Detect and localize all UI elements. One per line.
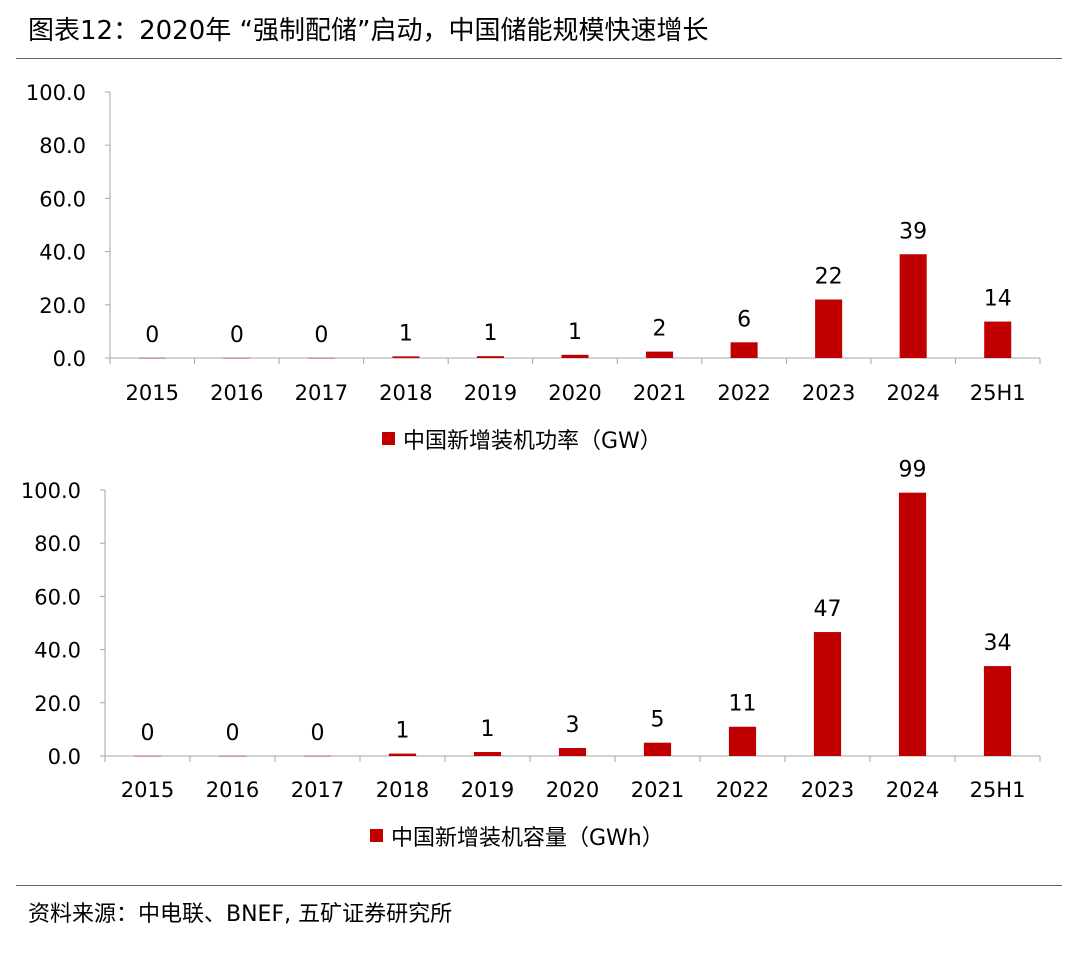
- x-tick-label-2017: 2017: [295, 381, 348, 405]
- x-tick-label-2022: 2022: [717, 381, 770, 405]
- bar-2018: [392, 356, 420, 358]
- x-tick-label-2016: 2016: [210, 381, 263, 405]
- x-tick-label-2024: 2024: [886, 778, 939, 802]
- x-tick-label-2015: 2015: [126, 381, 179, 405]
- y-tick-label: 40.0: [34, 639, 81, 663]
- y-tick-label: 0.0: [48, 745, 81, 769]
- x-tick-label-2021: 2021: [633, 381, 686, 405]
- data-label-2016: 0: [230, 323, 244, 348]
- bar-2022: [730, 342, 758, 358]
- data-label-2024: 99: [899, 458, 927, 483]
- x-tick-label-2021: 2021: [631, 778, 684, 802]
- y-tick-label: 60.0: [39, 187, 86, 211]
- source-note: 资料来源：中电联、BNEF, 五矿证券研究所: [28, 902, 453, 927]
- x-tick-label-2016: 2016: [206, 778, 259, 802]
- bar-2017: [303, 755, 332, 757]
- data-label-2022: 11: [729, 692, 757, 717]
- x-tick-label-25H1: 25H1: [970, 381, 1026, 405]
- data-label-2020: 3: [566, 713, 580, 738]
- y-tick-label: 20.0: [34, 692, 81, 716]
- bar-2024: [899, 254, 927, 358]
- x-tick-label-2023: 2023: [802, 381, 855, 405]
- data-label-2017: 0: [314, 323, 328, 348]
- data-label-2016: 0: [226, 721, 240, 746]
- data-label-2018: 1: [396, 719, 410, 744]
- bar-2016: [223, 357, 251, 359]
- bar-2024: [898, 492, 927, 756]
- data-label-2023: 22: [815, 264, 843, 289]
- data-label-2021: 2: [653, 317, 667, 342]
- bar-2022: [728, 726, 757, 756]
- bar-2020: [561, 354, 589, 358]
- legend-label: 中国新增装机功率（GW）: [403, 429, 662, 454]
- bar-2019: [473, 752, 502, 756]
- legend-swatch: [382, 432, 395, 445]
- bar-2021: [643, 742, 672, 756]
- data-label-2015: 0: [141, 721, 155, 746]
- data-label-2018: 1: [399, 321, 413, 346]
- bar-2021: [646, 351, 674, 358]
- bar-25H1: [983, 666, 1012, 756]
- y-tick-label: 100.0: [26, 81, 86, 105]
- bar-2019: [476, 356, 504, 358]
- figure-title: 图表12：2020年 “强制配储”启动，中国储能规模快速增长: [28, 16, 709, 46]
- source-rule: [16, 885, 1062, 886]
- y-tick-label: 40.0: [39, 241, 86, 265]
- x-tick-label-2019: 2019: [461, 778, 514, 802]
- legend-swatch: [370, 829, 383, 842]
- bar-2018: [388, 753, 417, 756]
- bar-2016: [218, 755, 247, 757]
- y-tick-label: 100.0: [21, 479, 81, 503]
- y-tick-label: 0.0: [53, 347, 86, 371]
- legend-label: 中国新增装机容量（GWh）: [391, 826, 664, 851]
- y-tick-label: 80.0: [39, 134, 86, 158]
- data-label-2020: 1: [568, 320, 582, 345]
- data-label-2021: 5: [651, 708, 665, 733]
- data-label-25H1: 34: [984, 631, 1012, 656]
- x-tick-label-2023: 2023: [801, 778, 854, 802]
- data-label-2024: 39: [899, 219, 927, 244]
- y-tick-label: 20.0: [39, 294, 86, 318]
- data-label-25H1: 14: [984, 287, 1012, 312]
- x-tick-label-2022: 2022: [716, 778, 769, 802]
- bar-2015: [138, 357, 166, 359]
- data-label-2019: 1: [481, 717, 495, 742]
- x-tick-label-2018: 2018: [379, 381, 432, 405]
- x-tick-label-2020: 2020: [546, 778, 599, 802]
- bar-2023: [815, 299, 843, 358]
- y-tick-label: 60.0: [34, 585, 81, 609]
- data-label-2023: 47: [814, 597, 842, 622]
- x-tick-label-2017: 2017: [291, 778, 344, 802]
- y-tick-label: 80.0: [34, 532, 81, 556]
- bar-2015: [133, 755, 162, 757]
- x-tick-label-2020: 2020: [548, 381, 601, 405]
- bar-2023: [813, 632, 842, 756]
- bar-2020: [558, 748, 587, 756]
- x-tick-label-2019: 2019: [464, 381, 517, 405]
- bar-2017: [307, 357, 335, 359]
- data-label-2019: 1: [483, 321, 497, 346]
- x-tick-label-2024: 2024: [886, 381, 939, 405]
- data-label-2022: 6: [737, 307, 751, 332]
- x-tick-label-2018: 2018: [376, 778, 429, 802]
- x-tick-label-2015: 2015: [121, 778, 174, 802]
- data-label-2017: 0: [311, 721, 325, 746]
- title-rule: [16, 58, 1062, 59]
- data-label-2015: 0: [145, 323, 159, 348]
- x-tick-label-25H1: 25H1: [970, 778, 1026, 802]
- bar-25H1: [984, 321, 1012, 358]
